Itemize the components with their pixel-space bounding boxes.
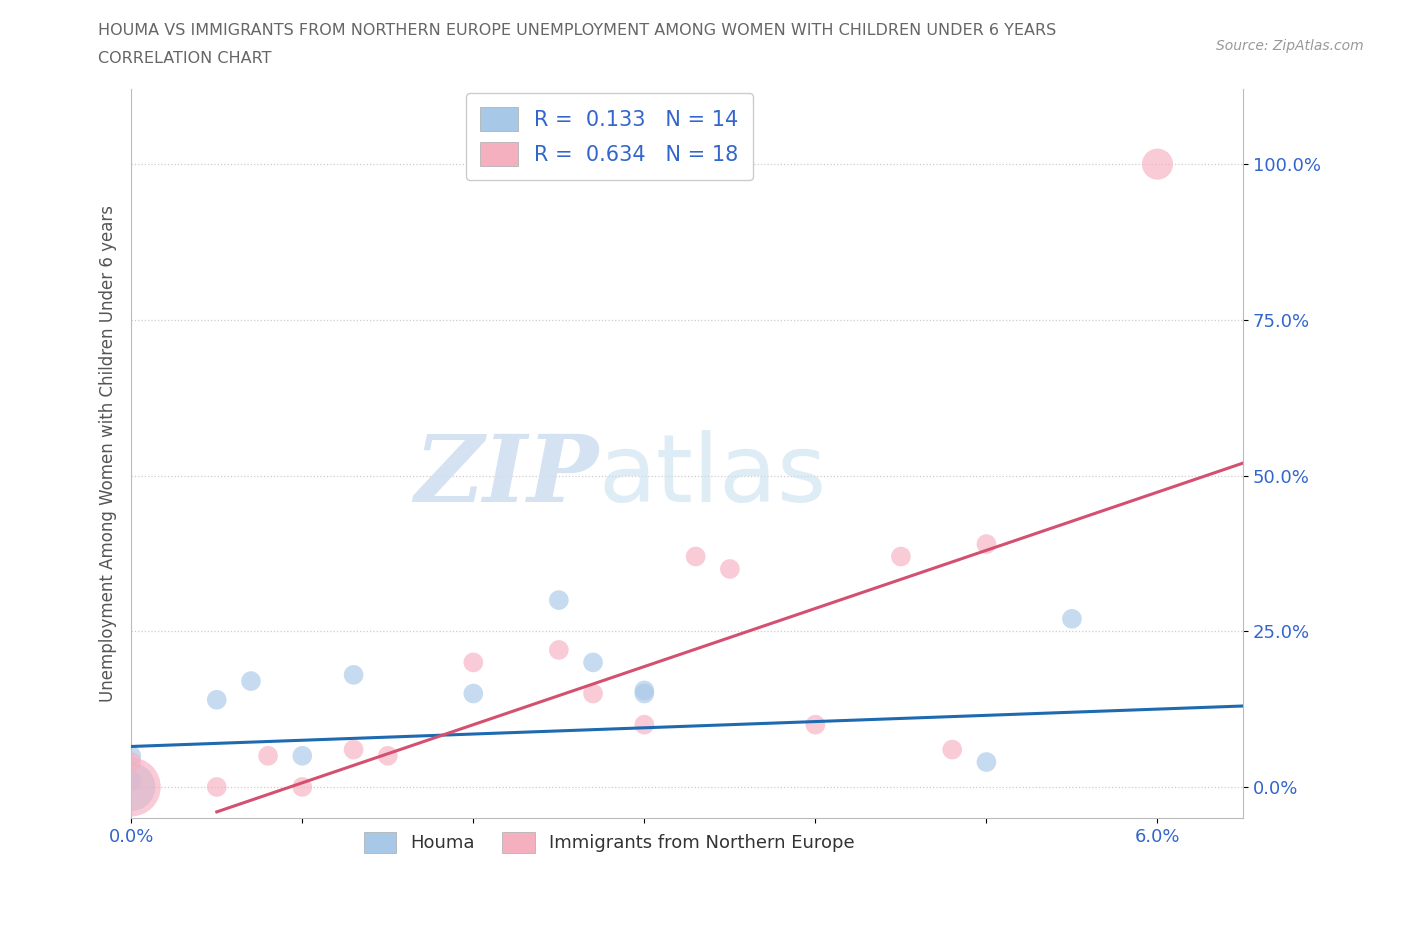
Text: CORRELATION CHART: CORRELATION CHART [98,51,271,66]
Point [633,717,655,732]
Point [976,537,998,551]
Text: atlas: atlas [598,430,827,522]
Point [582,686,605,701]
Y-axis label: Unemployment Among Women with Children Under 6 years: Unemployment Among Women with Children U… [100,206,117,702]
Point [685,549,707,564]
Point [1060,611,1083,626]
Point [718,562,741,577]
Point [941,742,963,757]
Point [804,717,827,732]
Point [120,779,142,794]
Point [240,673,263,688]
Point [1146,156,1168,171]
Point [890,549,912,564]
Point [463,686,485,701]
Point [291,749,314,764]
Text: HOUMA VS IMMIGRANTS FROM NORTHERN EUROPE UNEMPLOYMENT AMONG WOMEN WITH CHILDREN : HOUMA VS IMMIGRANTS FROM NORTHERN EUROPE… [98,23,1057,38]
Point [291,779,314,794]
Point [342,668,364,683]
Point [377,749,399,764]
Point [582,655,605,670]
Point [120,754,142,769]
Point [547,643,569,658]
Point [205,692,228,707]
Point [120,779,142,794]
Point [547,592,569,607]
Point [120,749,142,764]
Point [205,779,228,794]
Point [463,655,485,670]
Legend: Houma, Immigrants from Northern Europe: Houma, Immigrants from Northern Europe [357,825,862,860]
Point [633,683,655,698]
Point [633,686,655,701]
Text: Source: ZipAtlas.com: Source: ZipAtlas.com [1216,39,1364,53]
Point [120,773,142,788]
Point [257,749,280,764]
Point [342,742,364,757]
Text: ZIP: ZIP [413,431,598,521]
Point [976,754,998,769]
